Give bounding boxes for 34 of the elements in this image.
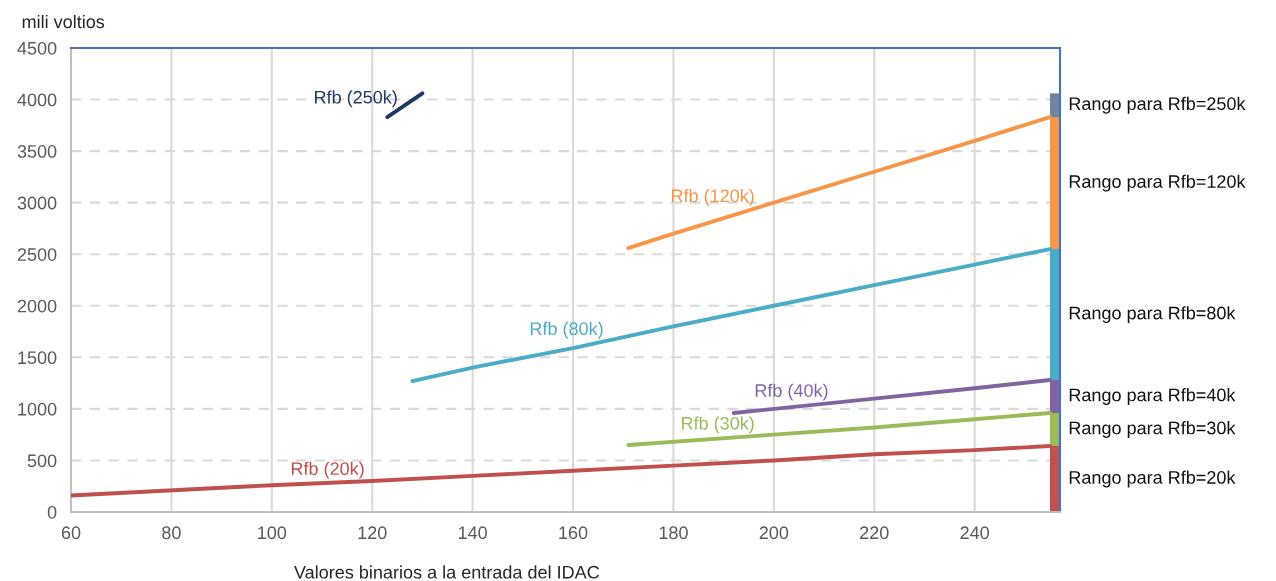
series-label: Rfb (30k) — [682, 416, 754, 434]
y-tick-label: 2000 — [17, 299, 57, 313]
series-label: Rango para Rfb=40k — [1069, 388, 1236, 405]
x-tick-label: 100 — [258, 526, 287, 540]
y-tick-label: 3500 — [17, 145, 57, 158]
y-tick-label: 4000 — [17, 93, 57, 107]
series-label: Rfb (250k) — [315, 90, 397, 108]
x-tick-label: 220 — [860, 526, 889, 540]
series-label: Rfb (120k) — [671, 188, 754, 206]
x-tick-label: 200 — [759, 526, 789, 540]
y-axis-title: mili voltios — [22, 14, 105, 29]
series-label: Rango para Rfb=250k — [1069, 96, 1246, 114]
x-tick-label: 240 — [960, 526, 990, 540]
x-tick-label: 60 — [61, 526, 81, 540]
x-tick-label: 80 — [162, 526, 181, 540]
series-label: Rango para Rfb=120k — [1069, 174, 1246, 192]
x-tick-label: 140 — [458, 526, 487, 540]
x-axis-title: Valores binarios a la entrada del IDAC — [294, 565, 600, 579]
x-tick-label: 120 — [358, 526, 387, 540]
series-label: Rfb (40k) — [755, 383, 828, 401]
series-label: Rfb (20k) — [291, 461, 364, 479]
y-tick-label: 2500 — [17, 248, 57, 261]
series-label: Rfb (80k) — [530, 321, 603, 339]
series-label: Rango para Rfb=80k — [1069, 306, 1236, 323]
y-tick-label: 500 — [27, 454, 57, 468]
x-tick-label: 160 — [559, 526, 588, 540]
y-tick-label: 4500 — [17, 41, 57, 55]
y-tick-label: 1000 — [18, 402, 57, 416]
y-tick-label: 1500 — [18, 351, 57, 365]
series-label: Rango para Rfb=30k — [1069, 421, 1236, 438]
y-tick-label: 0 — [47, 505, 57, 519]
y-tick-label: 3000 — [17, 196, 57, 210]
series-label: Rango para Rfb=20k — [1069, 470, 1236, 488]
x-tick-label: 180 — [659, 526, 688, 540]
